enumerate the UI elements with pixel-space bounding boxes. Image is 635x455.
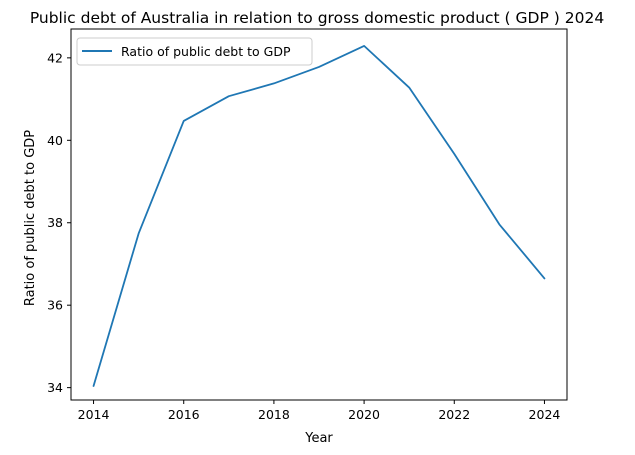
- y-axis-label: Ratio of public debt to GDP: [23, 130, 38, 306]
- x-axis: 2014 2016 2018 2020 2022 2024: [78, 400, 561, 422]
- y-tick-label: 34: [47, 380, 63, 395]
- data-point: [453, 152, 456, 155]
- chart-title: Public debt of Australia in relation to …: [30, 9, 604, 27]
- legend-label: Ratio of public debt to GDP: [121, 44, 291, 59]
- data-point: [272, 82, 275, 85]
- data-point: [317, 65, 320, 68]
- x-tick-label: 2022: [438, 407, 470, 422]
- data-point: [137, 232, 140, 235]
- x-tick-label: 2024: [529, 407, 561, 422]
- data-point: [92, 384, 95, 387]
- legend-box: [76, 37, 313, 66]
- y-tick-label: 36: [47, 298, 63, 313]
- data-point: [182, 119, 185, 122]
- y-tick-label: 38: [47, 215, 63, 230]
- data-point: [543, 277, 546, 280]
- legend: Ratio of public debt to GDP: [76, 37, 313, 66]
- y-axis: 34 36 38 40 42: [47, 50, 71, 395]
- x-tick-label: 2016: [168, 407, 200, 422]
- data-point: [498, 223, 501, 226]
- y-tick-label: 40: [47, 133, 63, 148]
- x-tick-label: 2018: [258, 407, 290, 422]
- data-point: [362, 44, 365, 47]
- plot-area: [70, 28, 568, 401]
- x-tick-label: 2020: [348, 407, 380, 422]
- x-tick-label: 2014: [78, 407, 110, 422]
- data-point: [408, 86, 411, 89]
- y-tick-label: 42: [47, 50, 63, 65]
- data-point: [227, 95, 230, 98]
- series-layer: [92, 44, 546, 387]
- x-axis-label: Year: [304, 431, 333, 446]
- series-line: [92, 45, 546, 387]
